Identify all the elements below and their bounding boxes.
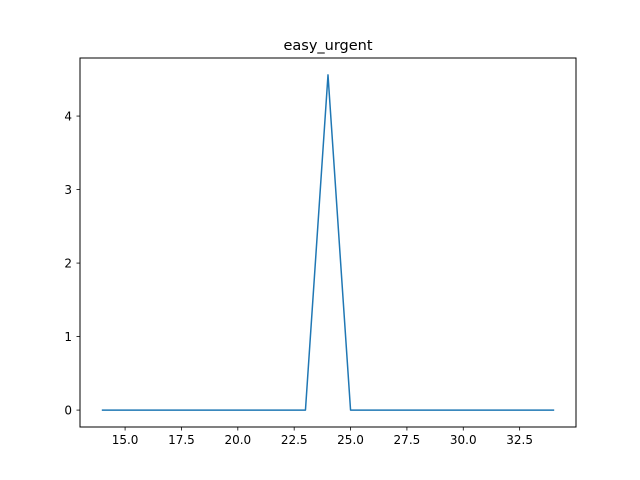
x-tick-label: 30.0	[450, 433, 477, 447]
series-line-0	[101, 74, 555, 411]
y-tick-label: 4	[64, 110, 72, 124]
y-tick-label: 2	[64, 257, 72, 271]
series-layer	[101, 74, 555, 411]
y-tick-label: 1	[64, 330, 72, 344]
x-tick-label: 20.0	[224, 433, 251, 447]
x-tick-label: 27.5	[394, 433, 421, 447]
y-tick-label: 0	[64, 404, 72, 418]
plot-frame	[79, 57, 577, 428]
x-tick-label: 17.5	[168, 433, 195, 447]
x-axis: 15.0 17.5 20.0 22.5 25.0 27.5 30.0 32.5	[112, 427, 533, 447]
y-tick-label: 3	[64, 183, 72, 197]
chart-title: easy_urgent	[283, 38, 372, 54]
x-tick-label: 25.0	[337, 433, 364, 447]
y-axis: 0 1 2 3 4	[64, 110, 80, 418]
x-tick-label: 15.0	[112, 433, 139, 447]
x-tick-label: 22.5	[281, 433, 308, 447]
x-tick-label: 32.5	[506, 433, 533, 447]
